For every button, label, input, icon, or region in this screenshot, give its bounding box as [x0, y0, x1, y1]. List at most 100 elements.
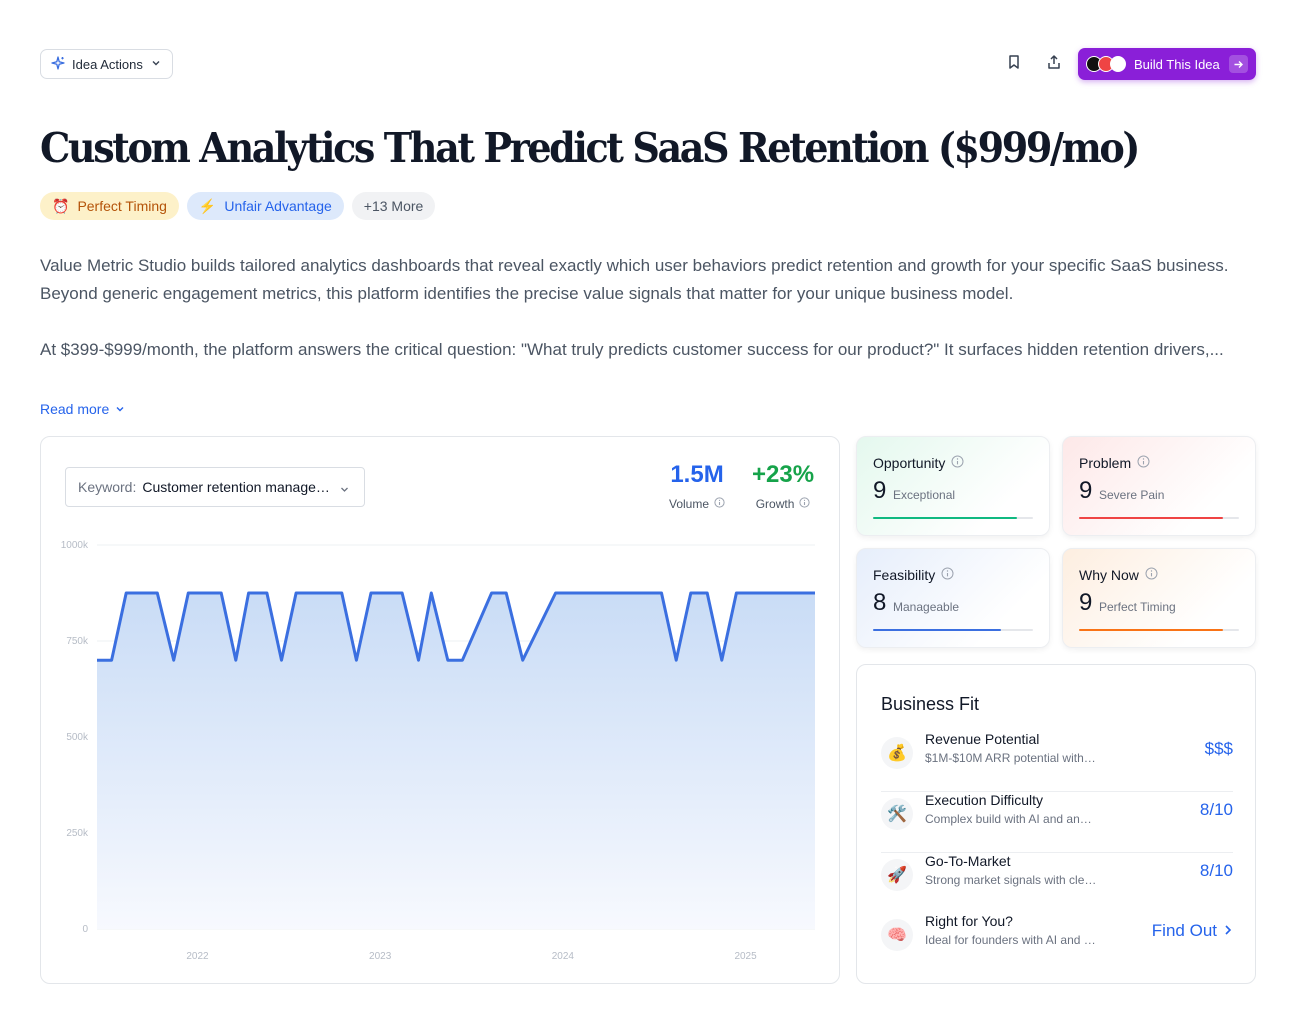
find-out-link[interactable]: Find Out — [1152, 921, 1233, 941]
hammer-wrench-icon: 🛠️ — [881, 798, 913, 830]
score-value: 9 — [1079, 589, 1093, 616]
brain-icon: 🧠 — [881, 919, 913, 951]
page-title: Custom Analytics That Predict SaaS Reten… — [40, 124, 1140, 172]
rocket-icon: 🚀 — [881, 859, 913, 891]
score-name: Opportunity — [873, 455, 946, 471]
keyword-trend-card: 0 250k 500k 750k 1000k 2022 2023 2024 2025 Keyw… — [40, 436, 840, 984]
info-icon[interactable] — [714, 497, 725, 511]
score-card-opportunity: Opportunity 9 Exceptional — [856, 436, 1050, 536]
fit-description: Ideal for founders with AI and SaaS expe… — [925, 933, 1097, 947]
chevron-down-icon — [115, 401, 125, 417]
score-value: 9 — [873, 477, 887, 504]
fit-description: Strong market signals with clear buyers — [925, 873, 1097, 887]
score-name: Problem — [1079, 455, 1132, 471]
growth-value: +23% — [752, 461, 815, 488]
x-tick-label: 2025 — [734, 951, 757, 962]
fit-label: Execution Difficulty — [925, 792, 1044, 808]
y-tick-label: 500k — [66, 732, 89, 743]
keyword-value: Customer retention management software — [142, 479, 336, 495]
fit-value: 8/10 — [1200, 800, 1233, 820]
score-value: 9 — [1079, 477, 1093, 504]
lightning-icon: ⚡ — [198, 197, 217, 214]
score-progress-fill — [873, 629, 1001, 631]
score-quality: Perfect Timing — [1099, 600, 1176, 614]
fit-row-go-to-market[interactable]: 🚀 Go-To-Market Strong market signals wit… — [881, 853, 1233, 914]
score-progress — [873, 629, 1033, 631]
idea-description: Value Metric Studio builds tailored anal… — [40, 252, 1256, 364]
trend-line — [97, 591, 815, 662]
score-card-why-now: Why Now 9 Perfect Timing — [1062, 548, 1256, 648]
score-value: 8 — [873, 589, 887, 616]
tag-more-button[interactable]: +13 More — [351, 192, 436, 220]
score-quality: Severe Pain — [1099, 488, 1165, 502]
volume-label: Volume — [669, 497, 710, 511]
y-tick-label: 750k — [66, 636, 89, 647]
read-more-link[interactable]: Read more — [40, 401, 125, 417]
score-quality: Exceptional — [893, 488, 956, 502]
business-fit-title: Business Fit — [881, 694, 980, 714]
description-paragraph: Value Metric Studio builds tailored anal… — [40, 256, 1229, 303]
info-icon[interactable] — [1145, 567, 1158, 583]
tag-perfect-timing[interactable]: ⏰ Perfect Timing — [40, 192, 179, 220]
business-fit-card: Business Fit 💰 Revenue Potential $1M-$10… — [856, 664, 1256, 984]
fit-description: $1M-$10M ARR potential with tailored ana… — [925, 751, 1097, 765]
x-tick-label: 2022 — [186, 951, 209, 962]
share-button[interactable] — [1042, 52, 1066, 76]
fit-row-execution-difficulty[interactable]: 🛠️ Execution Difficulty Complex build wi… — [881, 792, 1233, 853]
fit-label: Go-To-Market — [925, 853, 1011, 869]
share-icon — [1046, 54, 1062, 75]
read-more-label: Read more — [40, 401, 110, 417]
fit-value-text: Find Out — [1151, 921, 1217, 940]
sparkle-icon — [51, 55, 65, 73]
fit-row-right-for-you[interactable]: 🧠 Right for You? Ideal for founders with… — [881, 913, 1233, 974]
info-icon[interactable] — [951, 455, 964, 471]
tag-label: Perfect Timing — [77, 198, 167, 214]
score-progress-fill — [1079, 517, 1223, 519]
bookmark-icon — [1006, 54, 1022, 75]
y-tick-label: 0 — [82, 924, 88, 935]
info-icon[interactable] — [799, 497, 810, 511]
idea-actions-dropdown[interactable]: Idea Actions — [40, 49, 173, 79]
bookmark-button[interactable] — [1002, 52, 1026, 76]
score-card-feasibility: Feasibility 8 Manageable — [856, 548, 1050, 648]
fit-value-text: 8/10 — [1199, 861, 1233, 880]
score-progress-fill — [1079, 629, 1223, 631]
description-paragraph: At $399-$999/month, the platform answers… — [40, 340, 1224, 359]
keyword-select[interactable]: Keyword: Customer retention management s… — [65, 467, 365, 507]
growth-label: Growth — [755, 497, 795, 511]
tag-unfair-advantage[interactable]: ⚡ Unfair Advantage — [186, 192, 344, 220]
builder-logos — [1086, 55, 1132, 73]
score-progress — [873, 517, 1033, 519]
score-card-problem: Problem 9 Severe Pain — [1062, 436, 1256, 536]
build-this-idea-label: Build This Idea — [1134, 56, 1220, 72]
idea-actions-label: Idea Actions — [72, 56, 143, 72]
score-quality: Manageable — [893, 600, 960, 614]
tag-label: +13 More — [363, 198, 424, 214]
volume-stat: 1.5M Volume — [669, 461, 725, 511]
fit-row-revenue-potential[interactable]: 💰 Revenue Potential $1M-$10M ARR potenti… — [881, 731, 1233, 792]
fit-description: Complex build with AI and analytics inte… — [925, 812, 1097, 826]
fit-value: 8/10 — [1200, 861, 1233, 881]
chevron-down-icon — [150, 57, 162, 72]
keyword-label: Keyword: — [78, 479, 137, 495]
score-name: Why Now — [1079, 567, 1139, 583]
fit-value-text: $$$ — [1204, 739, 1233, 758]
volume-value: 1.5M — [670, 461, 724, 488]
score-progress — [1079, 517, 1239, 519]
build-this-idea-button[interactable]: Build This Idea — [1078, 48, 1256, 80]
builder-logo-icon — [1110, 56, 1126, 72]
alarm-clock-icon: ⏰ — [52, 197, 70, 214]
fit-label: Revenue Potential — [925, 731, 1040, 747]
score-name: Feasibility — [873, 567, 936, 583]
x-tick-label: 2023 — [369, 951, 392, 962]
info-icon[interactable] — [941, 567, 954, 583]
growth-stat: +23% Growth — [752, 461, 814, 511]
arrow-right-icon — [1229, 55, 1248, 73]
score-progress — [1079, 629, 1239, 631]
x-tick-label: 2024 — [552, 951, 575, 962]
chevron-down-icon — [339, 482, 350, 498]
fit-label: Right for You? — [925, 913, 1013, 929]
money-bag-icon: 💰 — [881, 737, 913, 769]
trend-area — [97, 593, 815, 929]
info-icon[interactable] — [1137, 455, 1150, 471]
